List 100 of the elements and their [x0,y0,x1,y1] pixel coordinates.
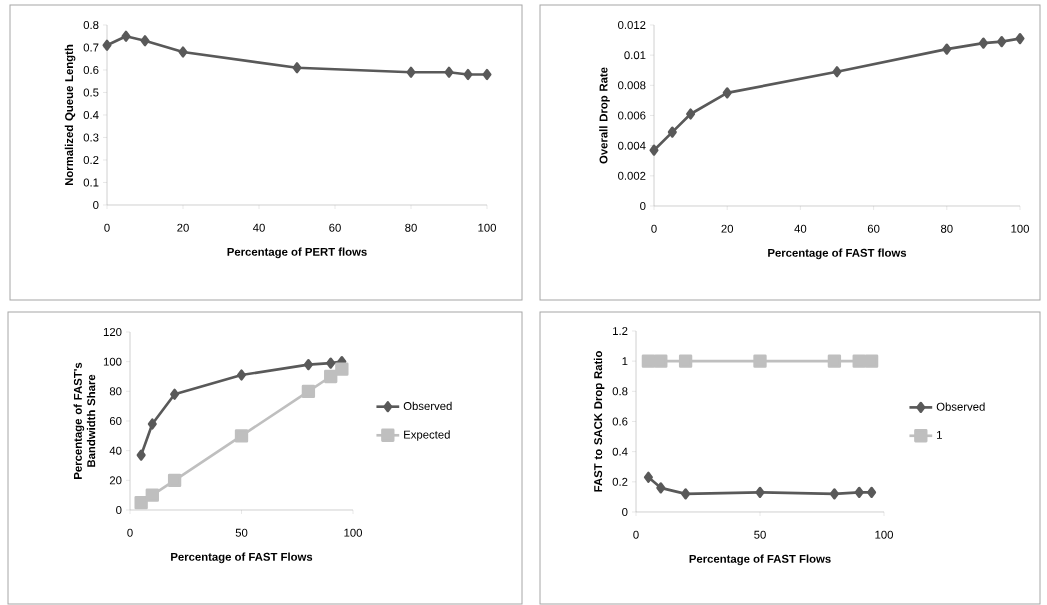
y-tick-label: 100 [103,357,122,366]
x-tick-label: 40 [794,224,807,233]
point [482,68,492,81]
y-tick-label: 0.004 [618,141,646,150]
point [643,471,653,483]
y-tick-label: 0.002 [618,171,646,180]
point [942,43,952,55]
point [1015,32,1025,45]
y-tick-label: 20 [109,476,122,485]
y-tick-label: 1.2 [613,327,628,335]
y-tick-label: 0.6 [612,417,628,426]
legend-label: Expected [404,430,450,441]
point [678,354,693,368]
point [755,486,765,498]
y-tick-label: 0.4 [612,447,628,456]
point [656,482,666,494]
y-tick-label: 0.1 [83,178,99,187]
point [167,473,182,487]
y-tick-label: 0.006 [618,111,646,120]
x-tick-label: 50 [754,530,766,539]
y-tick-label: 0 [640,201,646,210]
point [140,35,150,47]
y-axis-title: Percentage of FAST's Bandwidth Share [73,362,96,479]
y-tick-label: 1 [622,357,628,366]
point [292,62,302,74]
point [852,354,866,368]
y-tick-label: 0 [622,507,628,516]
point [234,429,249,443]
point [753,354,767,368]
point [406,66,416,78]
y-tick-label: 0.2 [83,155,99,164]
point [667,126,677,138]
y-tick-label: 0.01 [624,51,646,60]
x-axis-title: Percentage of FAST Flows [689,554,831,566]
legend-label: Observed [403,401,452,411]
x-tick-label: 100 [478,223,497,232]
point [326,357,336,369]
point [335,362,349,376]
point [136,449,146,461]
y-tick-label: 60 [109,416,122,425]
legend-label: Observed [936,402,985,411]
x-tick-label: 100 [875,530,894,539]
y-tick-label: 40 [109,446,122,455]
y-tick-label: 0.2 [612,477,628,486]
point [978,37,988,49]
y-tick-label: 0.3 [83,133,99,142]
y-tick-label: 0.5 [83,88,99,97]
y-tick-label: 0.6 [83,65,99,74]
point [121,30,131,42]
y-tick-label: 0 [93,200,99,209]
y-axis-title: Overall Drop Rate [599,67,610,164]
point [147,418,157,430]
point [649,144,659,156]
x-tick-label: 60 [329,223,341,232]
point [997,35,1007,48]
point [864,354,879,368]
point [722,87,732,99]
x-tick-label: 20 [177,223,189,232]
y-tick-label: 0.8 [83,20,99,29]
legend-label: 1 [937,431,942,439]
point [867,486,877,498]
y-tick-label: 0.8 [612,387,628,396]
point [303,359,313,371]
point [463,68,473,81]
y-tick-label: 0.012 [618,20,646,29]
point [829,488,839,500]
point [102,39,112,51]
x-tick-label: 100 [1011,224,1029,233]
y-tick-label: 0.008 [618,81,646,90]
point [170,388,180,400]
point [324,369,338,384]
y-tick-label: 0.7 [83,43,99,52]
y-tick-label: 120 [103,327,122,336]
point [178,46,188,58]
x-tick-label: 80 [405,223,417,232]
y-tick-label: 0 [116,505,122,514]
point [854,486,864,498]
point [301,384,316,398]
x-tick-label: 20 [721,224,734,233]
y-tick-label: 80 [109,387,122,396]
point [236,369,247,381]
point [641,354,656,368]
x-axis-title: Percentage of FAST flows [768,248,907,260]
x-axis-title: Percentage of FAST Flows [171,552,313,564]
point [681,488,691,500]
y-axis-title: Normalized Queue Length [64,44,76,186]
y-axis-title: FAST to SACK Drop Ratio [593,351,605,492]
point [444,66,454,78]
point [134,495,148,510]
point [654,354,668,368]
x-tick-label: 100 [344,528,363,537]
x-tick-label: 0 [127,528,133,537]
x-tick-label: 80 [941,224,953,233]
x-tick-label: 0 [651,224,657,233]
point [832,66,842,78]
x-tick-label: 40 [252,223,265,232]
x-tick-label: 60 [867,224,880,233]
x-tick-label: 50 [235,528,248,537]
point [686,108,696,120]
point [827,354,842,368]
